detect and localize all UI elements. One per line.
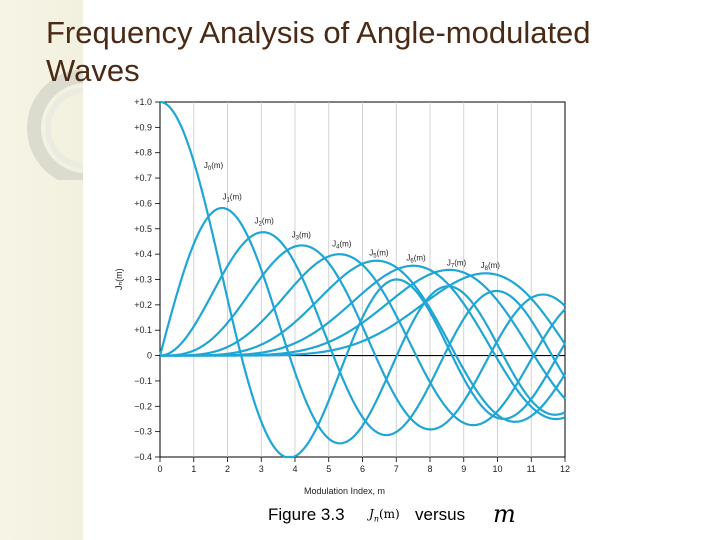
x-tick-label: 11: [527, 464, 536, 474]
series-label-j8: J8(m): [481, 261, 501, 272]
series-curves: [158, 100, 566, 459]
x-tick-label: 3: [259, 464, 264, 474]
y-tick-label: −0.4: [134, 452, 152, 462]
x-tick-label: 2: [225, 464, 230, 474]
x-tick-label: 4: [292, 464, 297, 474]
figure-caption: Figure 3.3 Jn(m) versus m: [0, 500, 720, 532]
series-line-j0: [159, 100, 566, 459]
caption-math-sub: n: [373, 514, 379, 524]
series-label-j7: J7(m): [447, 259, 467, 270]
series-label-j6: J6(m): [406, 253, 426, 264]
caption-math-j: J: [369, 507, 374, 521]
y-tick-label: +0.8: [134, 148, 152, 158]
y-tick-label: +0.1: [134, 325, 152, 335]
series-line-j5: [160, 259, 566, 423]
series-label-j3: J3(m): [292, 231, 312, 242]
caption-math-term: Jn(m): [369, 507, 400, 523]
series-label-j4: J4(m): [332, 240, 352, 251]
x-axis-label: Modulation Index, m: [304, 486, 385, 496]
x-tick-label: 5: [326, 464, 331, 474]
y-tick-label: +1.0: [134, 97, 152, 107]
x-tick-label: 9: [461, 464, 466, 474]
bessel-function-chart: J0(m) J1(m) J2(m) J3(m) J4(m) J5(m) J6(m) J7(m)…: [114, 97, 570, 496]
y-tick-label: +0.9: [134, 122, 152, 132]
slide-title: Frequency Analysis of Angle-modulated Wa…: [46, 15, 591, 88]
series-label-j2: J2(m): [255, 217, 275, 228]
y-tick-label: +0.6: [134, 198, 152, 208]
series-label-j0: J0(m): [204, 161, 224, 172]
y-tick-label: −0.1: [134, 376, 152, 386]
y-tick-label: +0.3: [134, 275, 152, 285]
y-tick-label: 0: [147, 351, 152, 361]
x-tick-label: 12: [560, 464, 570, 474]
y-tick-label: −0.2: [134, 401, 152, 411]
y-tick-label: +0.2: [134, 300, 152, 310]
x-tick-labels: 0 1 2 3 4 5 6 7 8 9 10 11 12: [157, 457, 570, 474]
caption-math-arg: (m): [378, 507, 400, 521]
y-tick-labels: +1.0 +0.9 +0.8 +0.7 +0.6 +0.5 +0.4 +0.3 +0.2 +0.1…: [134, 97, 160, 462]
x-tick-label: 10: [492, 464, 502, 474]
caption-versus: versus: [415, 505, 466, 524]
series-line-j1: [158, 206, 566, 445]
series-label-j5: J5(m): [369, 248, 389, 259]
series-label-j1: J1(m): [222, 193, 242, 204]
x-tick-label: 8: [427, 464, 432, 474]
figure-label: Figure 3.3: [268, 505, 345, 524]
x-tick-label: 6: [360, 464, 365, 474]
x-tick-label: 0: [157, 464, 162, 474]
y-tick-label: −0.3: [134, 427, 152, 437]
x-tick-label: 7: [394, 464, 399, 474]
series-line-j8: [160, 272, 566, 357]
y-tick-label: +0.7: [134, 173, 152, 183]
series-labels: J0(m) J1(m) J2(m) J3(m) J4(m) J5(m) J6(m) J7(m)…: [204, 161, 500, 272]
series-line-j2: [159, 231, 566, 437]
caption-math-var: m: [493, 500, 516, 528]
y-tick-label: +0.4: [134, 249, 152, 259]
series-line-j3: [160, 244, 566, 431]
y-tick-label: +0.5: [134, 224, 152, 234]
y-axis-label: Jₙ(m): [114, 268, 124, 290]
x-tick-label: 1: [191, 464, 196, 474]
